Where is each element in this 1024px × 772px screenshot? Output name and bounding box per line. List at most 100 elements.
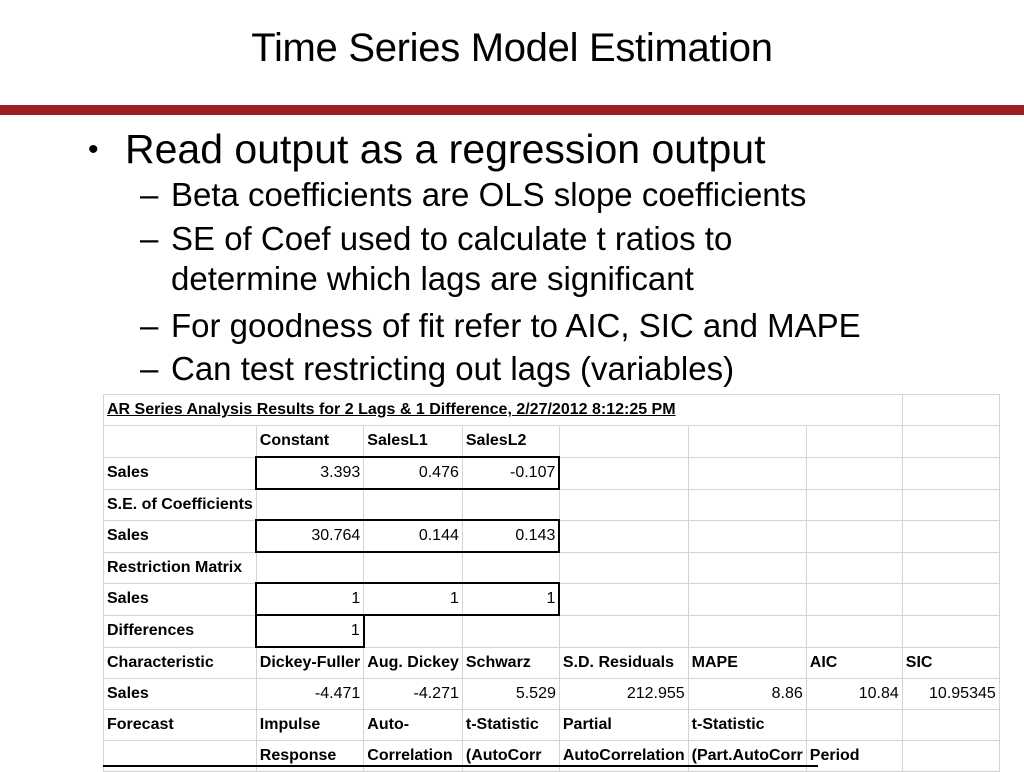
table-cell: -4.271 (363, 678, 463, 710)
table-row: Sales 3.393 0.476 -0.107 (103, 456, 1000, 490)
table-cell: MAPE (687, 646, 807, 679)
table-cell: t-Statistic (687, 709, 807, 741)
table-row: Restriction Matrix (103, 551, 1000, 584)
table-cell: 1 (363, 582, 463, 616)
title-divider (0, 105, 1024, 115)
table-cell: AIC (805, 646, 903, 679)
table-cell (558, 425, 689, 458)
table-cell: 1 (255, 582, 365, 616)
table-cell: S.E. of Coefficients (103, 488, 257, 521)
table-cell: Restriction Matrix (103, 551, 257, 584)
table-cell: Schwarz (461, 646, 560, 679)
table-cell (901, 614, 1000, 648)
table-cell (805, 488, 903, 521)
table-cell (805, 709, 903, 741)
table-cell (461, 488, 560, 521)
table-cell (558, 582, 689, 616)
table-cell: SIC (901, 646, 1000, 679)
table-cell (805, 519, 903, 553)
table-cell (687, 456, 807, 490)
table-cell (901, 519, 1000, 553)
sub-bullet-4-text: Can test restricting out lags (variables… (171, 350, 735, 387)
sub-marker: – (140, 176, 159, 213)
table-cell: 0.144 (363, 519, 463, 553)
table-cell (558, 456, 689, 490)
table-cell: Dickey-Fuller (255, 646, 365, 679)
table-cell (687, 551, 807, 584)
table-cell (805, 582, 903, 616)
sub-bullet-2-cont-text: determine which lags are significant (171, 260, 694, 297)
table-cell (363, 551, 463, 584)
table-cell: Aug. Dickey (363, 646, 463, 679)
table-cell (558, 551, 689, 584)
table-cell (805, 456, 903, 490)
table-cell (687, 614, 807, 648)
table-cell (687, 488, 807, 521)
table-cell (558, 519, 689, 553)
table-cell: Forecast (103, 709, 257, 741)
table-cell: Constant (255, 425, 365, 458)
table-cell (901, 456, 1000, 490)
table-cell (901, 394, 1000, 426)
table-cell: Period (805, 740, 903, 772)
table-row: Sales 1 1 1 (103, 582, 1000, 616)
table-cell (103, 425, 257, 458)
table-cell (363, 488, 463, 521)
table-cell: -4.471 (255, 678, 365, 710)
table-row: Sales -4.471 -4.271 5.529 212.955 8.86 10.84 10… (103, 678, 1000, 710)
sub-marker: – (140, 220, 159, 257)
sub-marker: – (140, 350, 159, 387)
table-cell: Partial (558, 709, 689, 741)
table-cell (901, 425, 1000, 458)
table-cell: S.D. Residuals (558, 646, 689, 679)
table-cell: t-Statistic (461, 709, 560, 741)
table-cell: Differences (103, 614, 257, 648)
table-cell: 5.529 (461, 678, 560, 710)
bullet-marker: • (88, 133, 99, 166)
table-cell (687, 425, 807, 458)
table-cell: 0.143 (461, 519, 561, 553)
table-cell: Impulse (255, 709, 365, 741)
table-cell: Sales (103, 456, 257, 490)
table-cell: Auto- (363, 709, 463, 741)
table-cell: Sales (103, 519, 257, 553)
table-cell: 1 (461, 582, 561, 616)
table-row: Constant SalesL1 SalesL2 (103, 425, 1000, 458)
sub-bullet-2-text: SE of Coef used to calculate t ratios to (171, 220, 733, 257)
table-cell (901, 488, 1000, 521)
table-cell (805, 614, 903, 648)
sub-marker: – (140, 307, 159, 344)
table-cell: 10.95345 (901, 678, 1000, 710)
table-header: AR Series Analysis Results for 2 Lags & … (103, 394, 903, 426)
table-cell (805, 551, 903, 584)
table-cell (901, 551, 1000, 584)
table-cell: 1 (255, 614, 365, 648)
table-cell: 3.393 (255, 456, 365, 490)
table-cell: 0.476 (363, 456, 463, 490)
table-bottom-border (103, 765, 818, 767)
table-row: S.E. of Coefficients (103, 488, 1000, 521)
table-cell: Characteristic (103, 646, 257, 679)
table-cell (461, 614, 560, 648)
table-header-row: AR Series Analysis Results for 2 Lags & … (103, 394, 1000, 426)
table-cell (901, 709, 1000, 741)
table-cell (558, 614, 689, 648)
table-cell: SalesL2 (461, 425, 560, 458)
table-row: Forecast Impulse Auto-t-Statistic Partial t-… (103, 709, 1000, 741)
slide-title: Time Series Model Estimation (251, 26, 773, 70)
table-cell (805, 425, 903, 458)
table-cell: 212.955 (558, 678, 689, 710)
table-cell: Sales (103, 582, 257, 616)
table-cell (363, 614, 463, 648)
ar-results-table: AR Series Analysis Results for 2 Lags & … (103, 394, 1000, 772)
sub-bullet-1-text: Beta coefficients are OLS slope coeffici… (171, 176, 807, 213)
table-row: Characteristic Dickey-Fuller Aug. Dickey Sc… (103, 646, 1000, 679)
table-row: Sales 30.764 0.144 0.143 (103, 519, 1000, 553)
table-cell (687, 582, 807, 616)
table-cell (255, 488, 365, 521)
bullet-main-text: Read output as a regression output (125, 126, 766, 172)
table-cell (255, 551, 365, 584)
sub-bullet-3-text: For goodness of fit refer to AIC, SIC an… (171, 307, 861, 344)
table-row: Differences 1 (103, 614, 1000, 648)
table-cell (461, 551, 560, 584)
